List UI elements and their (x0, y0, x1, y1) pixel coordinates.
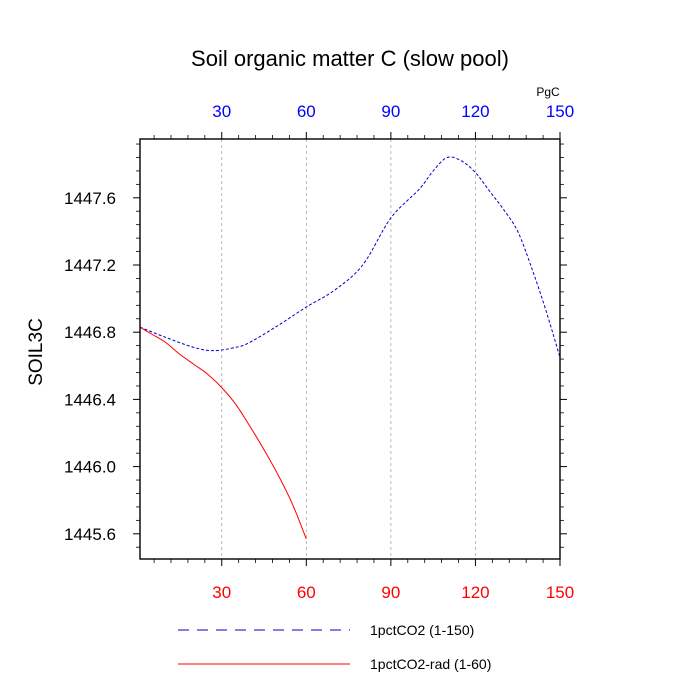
legend: 1pctCO2 (1-150) 1pctCO2-rad (1-60) (178, 622, 491, 672)
plot-frame (139, 138, 561, 560)
x-tick-label-bottom: 30 (212, 583, 231, 602)
tick-labels: 30 30 60 60 90 90 120 120 150 150 1445.6 1446.0 1446… (64, 102, 574, 602)
y-tick-label: 1446.8 (64, 323, 116, 342)
x-tick-label-bottom: 120 (461, 583, 489, 602)
y-tick-label: 1447.6 (64, 189, 116, 208)
y-axis-label: SOIL3C (26, 318, 47, 386)
y-tick-label: 1446.0 (64, 458, 116, 477)
series-line-1 (139, 156, 561, 358)
legend-label-1: 1pctCO2 (1-150) (370, 622, 474, 638)
series-line-2 (139, 326, 307, 540)
legend-label-2: 1pctCO2-rad (1-60) (370, 656, 491, 672)
top-axis-unit: PgC (536, 85, 560, 99)
y-tick-label: 1447.2 (64, 256, 116, 275)
x-tick-label-top: 150 (546, 102, 574, 121)
y-tick-label: 1446.4 (64, 390, 116, 409)
x-tick-label-bottom: 150 (546, 583, 574, 602)
x-tick-label-bottom: 60 (297, 583, 316, 602)
x-tick-label-bottom: 90 (381, 583, 400, 602)
x-tick-label-top: 60 (297, 102, 316, 121)
chart-title: Soil organic matter C (slow pool) (191, 46, 509, 71)
x-tick-label-top: 120 (461, 102, 489, 121)
series-lines (139, 156, 561, 540)
x-tick-label-top: 30 (212, 102, 231, 121)
x-tick-label-top: 90 (381, 102, 400, 121)
y-tick-label: 1445.6 (64, 525, 116, 544)
grid-lines (221, 139, 476, 559)
axis-ticks (133, 132, 567, 566)
